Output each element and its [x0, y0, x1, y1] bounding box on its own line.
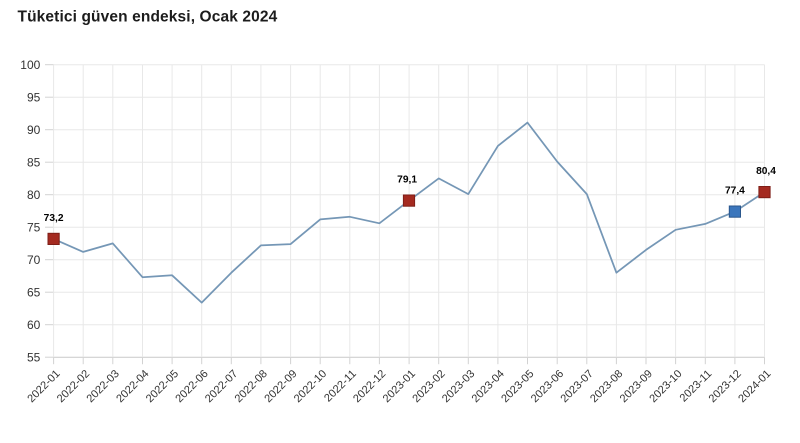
svg-text:75: 75	[27, 221, 41, 235]
svg-text:77,4: 77,4	[725, 186, 745, 197]
svg-text:80,4: 80,4	[756, 166, 776, 177]
svg-text:95: 95	[27, 91, 41, 105]
svg-text:70: 70	[27, 253, 41, 267]
svg-text:100: 100	[20, 58, 40, 72]
svg-text:65: 65	[27, 286, 41, 300]
svg-text:85: 85	[27, 156, 41, 170]
svg-text:Tüketici güven endeksi, Ocak 2: Tüketici güven endeksi, Ocak 2024	[18, 9, 278, 26]
svg-text:80: 80	[27, 188, 41, 202]
svg-text:73,2: 73,2	[44, 213, 64, 224]
svg-text:90: 90	[27, 123, 41, 137]
svg-text:60: 60	[27, 318, 41, 332]
svg-text:55: 55	[27, 351, 41, 365]
svg-text:79,1: 79,1	[397, 175, 417, 186]
